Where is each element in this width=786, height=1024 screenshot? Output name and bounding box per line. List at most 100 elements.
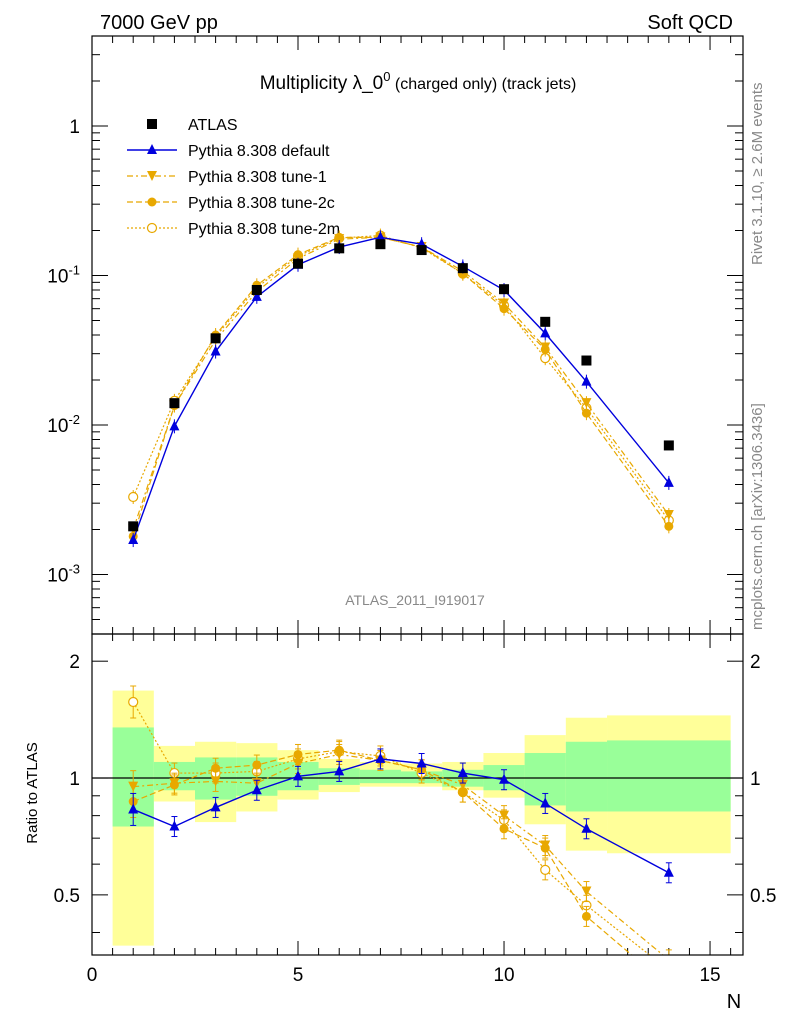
ratio-point	[128, 803, 139, 814]
main-panel: 0 5 10 15 10-3 10-2 10-1 1	[47, 35, 744, 986]
ratio-point	[128, 781, 139, 792]
analysis-label: ATLAS_2011_I919017	[345, 592, 485, 608]
series-pythia-8-308-tune-2c	[128, 230, 674, 544]
series-pythia-8-308-tune-1	[128, 230, 674, 537]
ratio-point	[540, 840, 551, 851]
ratio-y-tick-label: 0.5	[54, 886, 80, 907]
ratio-point	[664, 982, 673, 991]
data-point	[375, 231, 386, 242]
ratio-point	[581, 822, 592, 833]
x-axis-label: N	[727, 991, 741, 1013]
ratio-point	[663, 866, 674, 877]
series-line	[132, 236, 670, 537]
data-point	[540, 327, 551, 338]
x-tick-label: 15	[699, 965, 720, 986]
green-band-bin	[565, 741, 608, 812]
data-point	[293, 258, 304, 269]
legend-entry: Pythia 8.308 tune-1	[127, 169, 327, 186]
data-point	[664, 521, 674, 531]
ratio-point	[581, 886, 592, 897]
data-point	[334, 243, 345, 254]
data-point	[540, 316, 551, 327]
ratio-point	[663, 954, 674, 955]
data-point	[581, 408, 591, 418]
ratio-point	[211, 763, 221, 773]
data-point	[210, 345, 221, 356]
ratio-point	[210, 801, 221, 812]
legend-label: Pythia 8.308 tune-2m	[188, 221, 340, 238]
ratio-point	[293, 758, 304, 769]
legend-marker	[147, 119, 157, 129]
header-right: Soft QCD	[647, 12, 733, 34]
ratio-point	[293, 770, 304, 781]
ratio-point	[128, 696, 139, 708]
data-point	[663, 440, 674, 451]
data-point	[251, 284, 262, 295]
ratio-point	[334, 765, 345, 776]
data-point	[663, 476, 674, 487]
ratio-y-tick-label-right: 1	[750, 769, 761, 790]
series-pythia-8-308-default	[128, 230, 674, 548]
ratio-point	[416, 757, 427, 768]
ratio-y-tick-label: 1	[69, 769, 80, 790]
legend-marker	[147, 171, 157, 181]
x-tick-label: 0	[87, 965, 98, 986]
ratio-panel: 0.5 0.5 1 1 2 2	[54, 633, 776, 991]
header-left: 7000 GeV pp	[100, 12, 218, 34]
data-point	[581, 355, 592, 366]
series-pythia-8-308-tune-2m	[128, 228, 674, 528]
ratio-y-tick-label: 2	[69, 652, 80, 673]
legend-marker	[147, 197, 157, 207]
x-tick-label: 5	[293, 965, 304, 986]
rivet-version-label: Rivet 3.1.10, ≥ 2.6M events	[749, 83, 766, 266]
series-line	[132, 236, 670, 541]
x-tick-label: 10	[493, 965, 514, 986]
data-point	[169, 398, 180, 409]
y-tick-label: 10-2	[47, 412, 80, 437]
ratio-point	[252, 760, 262, 770]
legend-entry: Pythia 8.308 default	[127, 143, 330, 160]
y-tick-label: 10-1	[47, 263, 80, 288]
ratio-point	[664, 966, 673, 975]
ratio-point	[457, 779, 468, 790]
data-point	[128, 521, 139, 532]
legend-marker	[147, 144, 157, 154]
ratio-point	[457, 767, 468, 778]
ratio-bands	[112, 690, 731, 946]
ratio-point	[375, 752, 386, 763]
ratio-point	[540, 797, 551, 808]
green-band-bin	[359, 769, 402, 784]
data-point	[334, 234, 345, 245]
mcplots-label: mcplots.cern.ch [arXiv:1306.3436]	[749, 403, 766, 630]
series-line	[132, 234, 670, 521]
legend-marker	[146, 222, 158, 234]
ratio-point	[210, 776, 221, 787]
data-point	[581, 375, 592, 386]
data-point	[128, 534, 139, 545]
data-point	[128, 491, 139, 503]
legend-label: ATLAS	[188, 117, 238, 134]
ratio-point	[581, 911, 591, 921]
ratio-point	[540, 864, 551, 875]
data-point	[169, 420, 180, 431]
data-point	[416, 245, 427, 256]
ratio-point	[499, 810, 510, 821]
y-tick-label: 1	[69, 117, 80, 138]
legend-label: Pythia 8.308 tune-2c	[188, 195, 335, 212]
ratio-series-pythia-8-308-default	[128, 748, 674, 884]
ratio-point	[251, 784, 262, 795]
ratio-y-tick-label-right: 0.5	[750, 886, 776, 907]
series-atlas	[128, 239, 674, 532]
y-tick-label: 10-3	[47, 562, 80, 587]
data-point	[499, 284, 510, 295]
legend-entry: ATLAS	[147, 117, 238, 134]
ratio-point	[169, 820, 180, 831]
ratio-point	[169, 778, 180, 789]
legend-label: Pythia 8.308 default	[188, 143, 330, 160]
data-point	[210, 333, 221, 344]
data-point	[540, 342, 551, 353]
data-point	[581, 398, 592, 409]
data-point	[375, 239, 386, 250]
data-point	[251, 290, 262, 301]
